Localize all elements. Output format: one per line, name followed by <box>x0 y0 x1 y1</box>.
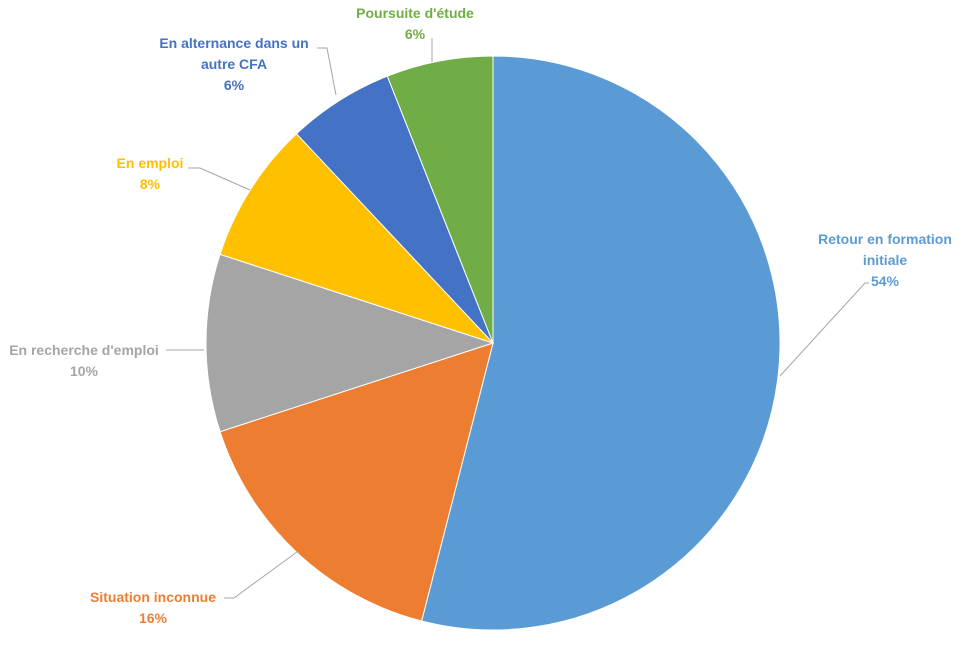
pie-slice-3 <box>205 253 495 433</box>
leader-lines-layer <box>166 38 869 599</box>
data-label-2: Situation inconnue 16% <box>90 589 216 626</box>
data-label-value: 6% <box>405 26 426 42</box>
data-label-value: 16% <box>139 610 168 626</box>
slices-layer <box>205 55 781 631</box>
labels-layer: Retour en formation initiale 54% Situation … <box>9 5 952 626</box>
leader-line-1 <box>779 282 869 377</box>
leader-line-5 <box>317 47 337 96</box>
pie-slice-1 <box>421 55 781 631</box>
data-label-category: autre CFA <box>201 56 267 72</box>
data-label-category: En emploi <box>117 155 184 171</box>
data-label-category: En alternance dans un <box>159 35 308 51</box>
data-label-3: En recherche d'emploi 10% <box>9 342 159 379</box>
data-label-value: 8% <box>140 176 161 192</box>
data-label-category: Poursuite d'étude <box>356 5 474 21</box>
data-label-1: Retour en formation initiale 54% <box>818 231 952 289</box>
pie-slice-4 <box>219 133 494 344</box>
data-label-value: 54% <box>871 273 900 289</box>
data-label-value: 10% <box>70 363 99 379</box>
data-label-6: Poursuite d'étude 6% <box>356 5 474 42</box>
data-label-5: En alternance dans un autre CFA 6% <box>159 35 308 93</box>
data-label-category: En recherche d'emploi <box>9 342 159 358</box>
data-label-value: 6% <box>224 77 245 93</box>
leader-line-4 <box>188 167 251 191</box>
data-label-category: Retour en formation <box>818 231 952 247</box>
leader-line-2 <box>224 551 298 599</box>
pie-slice-6 <box>386 55 494 344</box>
data-label-4: En emploi 8% <box>117 155 184 192</box>
data-label-category: initiale <box>863 252 908 268</box>
data-label-category: Situation inconnue <box>90 589 216 605</box>
